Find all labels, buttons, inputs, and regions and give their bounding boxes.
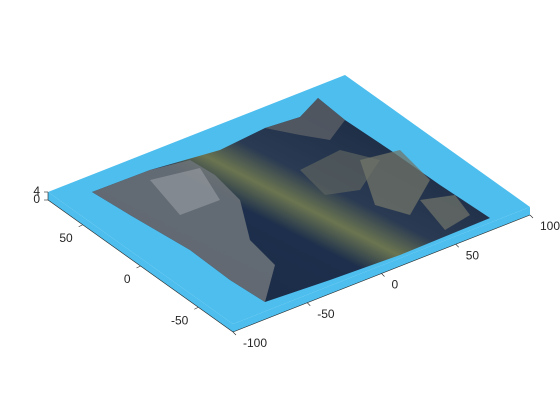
x-tick-label: 100: [540, 219, 560, 233]
surface-side: [233, 207, 530, 332]
x-tick-label: 0: [392, 278, 399, 292]
x-tick-label: 50: [466, 248, 480, 262]
x-tick: [529, 214, 534, 219]
y-tick: [136, 265, 141, 269]
z-tick-label: 4: [33, 184, 40, 198]
y-tick-label: 50: [59, 231, 73, 245]
x-tick: [307, 302, 311, 306]
y-tick-label: 0: [124, 272, 131, 286]
z-tick-label: 0: [33, 192, 40, 206]
terrain: [92, 98, 490, 302]
y-tick: [78, 224, 83, 228]
x-tick: [381, 273, 385, 277]
x-tick-label: -100: [243, 336, 267, 350]
surface-side: [48, 192, 233, 332]
y-tick: [194, 306, 199, 310]
x-tick-label: -50: [317, 307, 335, 321]
x-tick: [232, 331, 237, 336]
x-tick: [455, 244, 459, 248]
y-tick-label: -50: [171, 313, 189, 327]
